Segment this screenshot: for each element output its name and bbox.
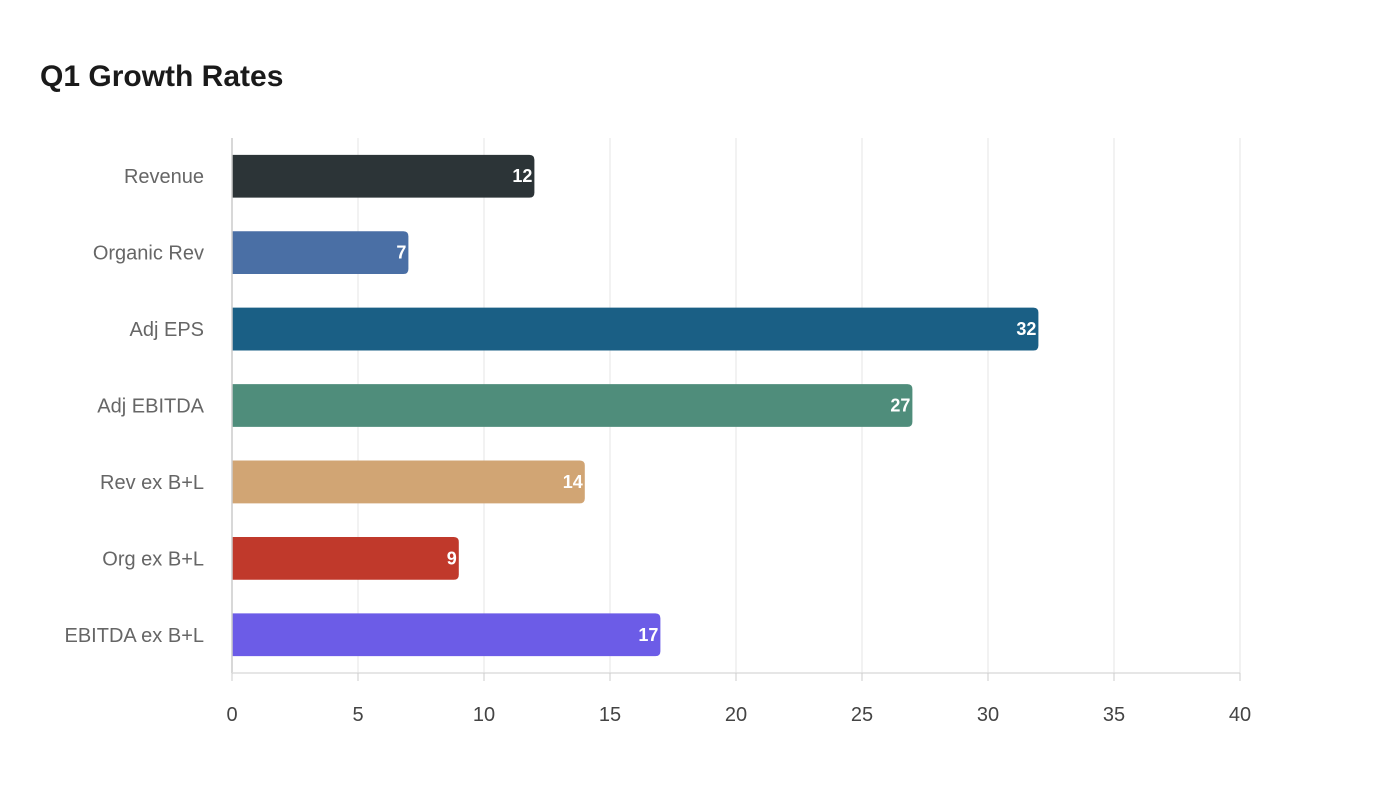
x-tick-label: 30 xyxy=(977,704,999,726)
bar-value-label: 7 xyxy=(396,243,406,263)
category-label: Organic Rev xyxy=(93,243,204,265)
bar-value-label: 12 xyxy=(512,166,532,186)
x-tick-label: 35 xyxy=(1103,704,1125,726)
bar-value-label: 27 xyxy=(890,396,910,416)
bar-value-label: 14 xyxy=(563,472,583,492)
bar-value-label: 32 xyxy=(1016,319,1036,339)
category-label: Rev ex B+L xyxy=(100,472,204,494)
x-axis: 0 5 10 15 20 25 30 35 40 xyxy=(226,138,1251,726)
category-label: Adj EBITDA xyxy=(97,396,204,418)
bar xyxy=(232,307,1039,351)
bar xyxy=(232,460,585,504)
bar xyxy=(232,231,409,275)
bar-value-label: 9 xyxy=(447,548,457,568)
x-tick-label: 25 xyxy=(851,704,873,726)
category-label: Revenue xyxy=(124,166,204,188)
x-tick-label: 0 xyxy=(226,704,237,726)
category-label: Org ex B+L xyxy=(102,548,204,570)
x-tick-label: 10 xyxy=(473,704,495,726)
bars-group: 12 7 32 27 14 9 17 xyxy=(232,154,1039,657)
category-label: EBITDA ex B+L xyxy=(64,625,204,647)
x-tick-label: 40 xyxy=(1229,704,1251,726)
bar-value-label: 17 xyxy=(638,625,658,645)
bar xyxy=(232,384,913,427)
category-label: Adj EPS xyxy=(130,319,204,341)
bar xyxy=(232,154,535,198)
x-tick-label: 20 xyxy=(725,704,747,726)
x-tick-label: 5 xyxy=(352,704,363,726)
category-labels: Revenue Organic Rev Adj EPS Adj EBITDA Rev e… xyxy=(64,166,204,647)
bar xyxy=(232,613,661,657)
chart-title: Q1 Growth Rates xyxy=(40,60,284,93)
x-tick-label: 15 xyxy=(599,704,621,726)
bar xyxy=(232,536,459,580)
